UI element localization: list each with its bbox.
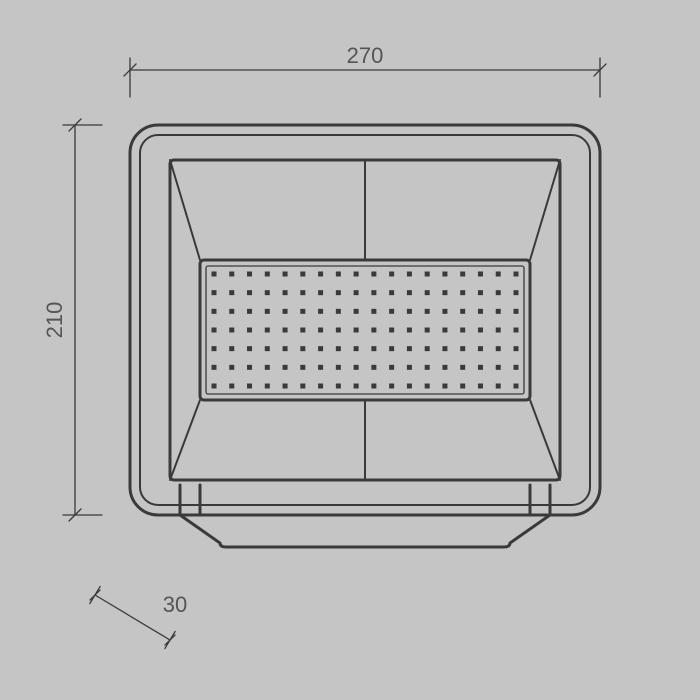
dimension-height-label: 210 — [42, 302, 68, 339]
technical-drawing: 270 210 30 — [0, 0, 700, 700]
dimension-width-label: 270 — [347, 43, 384, 69]
dimension-depth-label: 30 — [163, 592, 187, 618]
drawing-svg — [0, 0, 700, 700]
